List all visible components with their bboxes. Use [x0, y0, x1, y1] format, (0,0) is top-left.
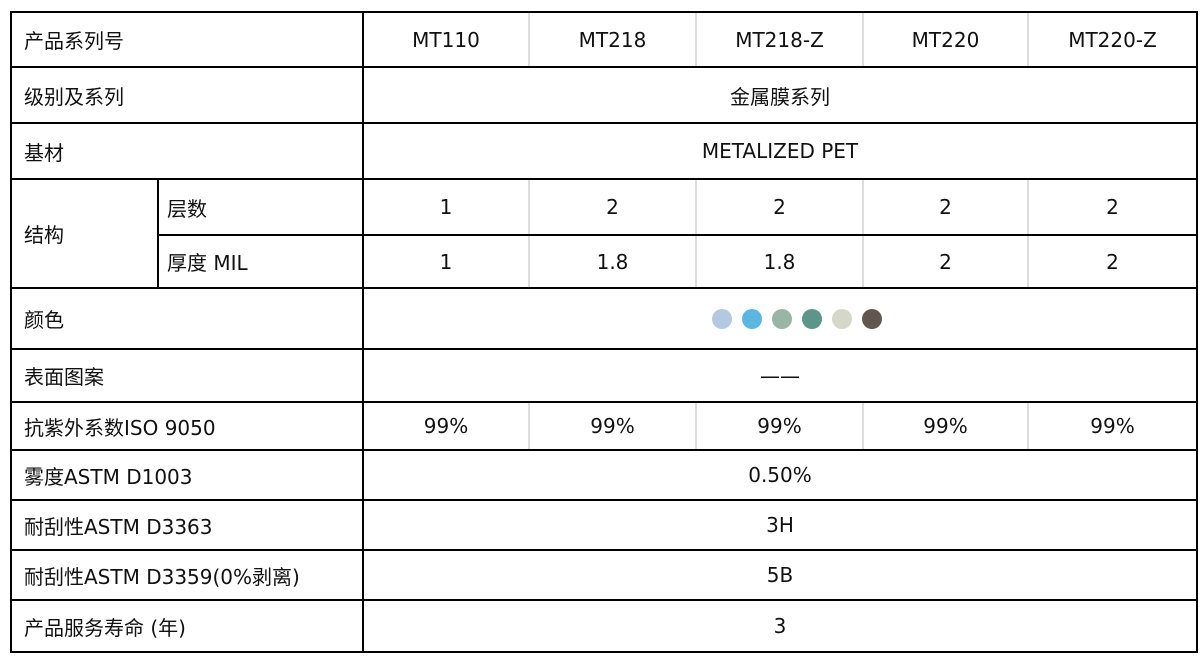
product-name: MT220	[862, 11, 1028, 68]
table-row: 级别及系列 金属膜系列	[10, 66, 1198, 124]
row-label: 结构	[10, 178, 158, 289]
product-name: MT110	[362, 11, 529, 68]
row-label: 耐刮性ASTM D3359(0%剥离)	[10, 549, 363, 601]
color-swatch	[772, 309, 792, 330]
cell-value: 2	[695, 178, 863, 236]
row-label: 表面图案	[10, 348, 363, 403]
table-row: 基材 METALIZED PET	[10, 122, 1198, 180]
row-label: 抗紫外系数ISO 9050	[10, 401, 363, 451]
cell-value: 3	[362, 599, 1198, 653]
swatch-group	[712, 309, 882, 330]
table-row: 耐刮性ASTM D3359(0%剥离) 5B	[10, 549, 1198, 601]
cell-value: 2	[1027, 178, 1198, 236]
cell-value: 1	[362, 234, 529, 289]
color-swatch	[832, 309, 852, 330]
cell-value: 1.8	[528, 234, 696, 289]
cell-value: 99%	[528, 401, 696, 451]
table-row: 耐刮性ASTM D3363 3H	[10, 499, 1198, 551]
color-swatch	[712, 309, 732, 330]
cell-value: 99%	[695, 401, 863, 451]
cell-value: 3H	[362, 499, 1198, 551]
cell-value: 2	[862, 178, 1028, 236]
cell-value: 2	[862, 234, 1028, 289]
cell-value: 2	[1027, 234, 1198, 289]
cell-value: ——	[362, 348, 1198, 403]
cell-value: 1.8	[695, 234, 863, 289]
color-swatch	[862, 309, 882, 330]
table-row: 结构 层数 1 2 2 2 2	[10, 178, 1198, 289]
cell-value: 99%	[1027, 401, 1198, 451]
sub-label: 层数	[157, 178, 363, 236]
table-row: 雾度ASTM D1003 0.50%	[10, 449, 1198, 501]
product-name: MT218	[528, 11, 696, 68]
cell-value: 金属膜系列	[362, 66, 1198, 124]
row-label: 基材	[10, 122, 363, 180]
row-label: 雾度ASTM D1003	[10, 449, 363, 501]
row-label: 耐刮性ASTM D3363	[10, 499, 363, 551]
cell-value: METALIZED PET	[362, 122, 1198, 180]
cell-value: 1	[362, 178, 529, 236]
spec-table: 产品系列号 MT110 MT218 MT218-Z MT220 MT220-Z 级别及系列金…	[10, 11, 1198, 653]
table-row: 产品服务寿命 (年) 3	[10, 599, 1198, 653]
table-row: 颜色	[10, 287, 1198, 350]
header-label: 产品系列号	[10, 11, 363, 68]
product-name: MT220-Z	[1027, 11, 1198, 68]
table-row: 抗紫外系数ISO 9050 99% 99% 99% 99% 99%	[10, 401, 1198, 451]
color-swatches	[362, 287, 1198, 350]
cell-value: 2	[528, 178, 696, 236]
table-row: 产品系列号 MT110 MT218 MT218-Z MT220 MT220-Z	[10, 11, 1198, 68]
color-swatch	[802, 309, 822, 330]
row-label: 级别及系列	[10, 66, 363, 124]
row-label: 产品服务寿命 (年)	[10, 599, 363, 653]
cell-value: 99%	[862, 401, 1028, 451]
color-swatch	[742, 309, 762, 330]
row-label: 颜色	[10, 287, 363, 350]
sub-label: 厚度 MIL	[157, 234, 363, 289]
cell-value: 0.50%	[362, 449, 1198, 501]
cell-value: 5B	[362, 549, 1198, 601]
cell-value: 99%	[362, 401, 529, 451]
table-row: 表面图案 ——	[10, 348, 1198, 403]
table-row: 厚度 MIL 1 1.8 1.8 2 2	[11, 234, 1198, 289]
product-name: MT218-Z	[695, 11, 863, 68]
